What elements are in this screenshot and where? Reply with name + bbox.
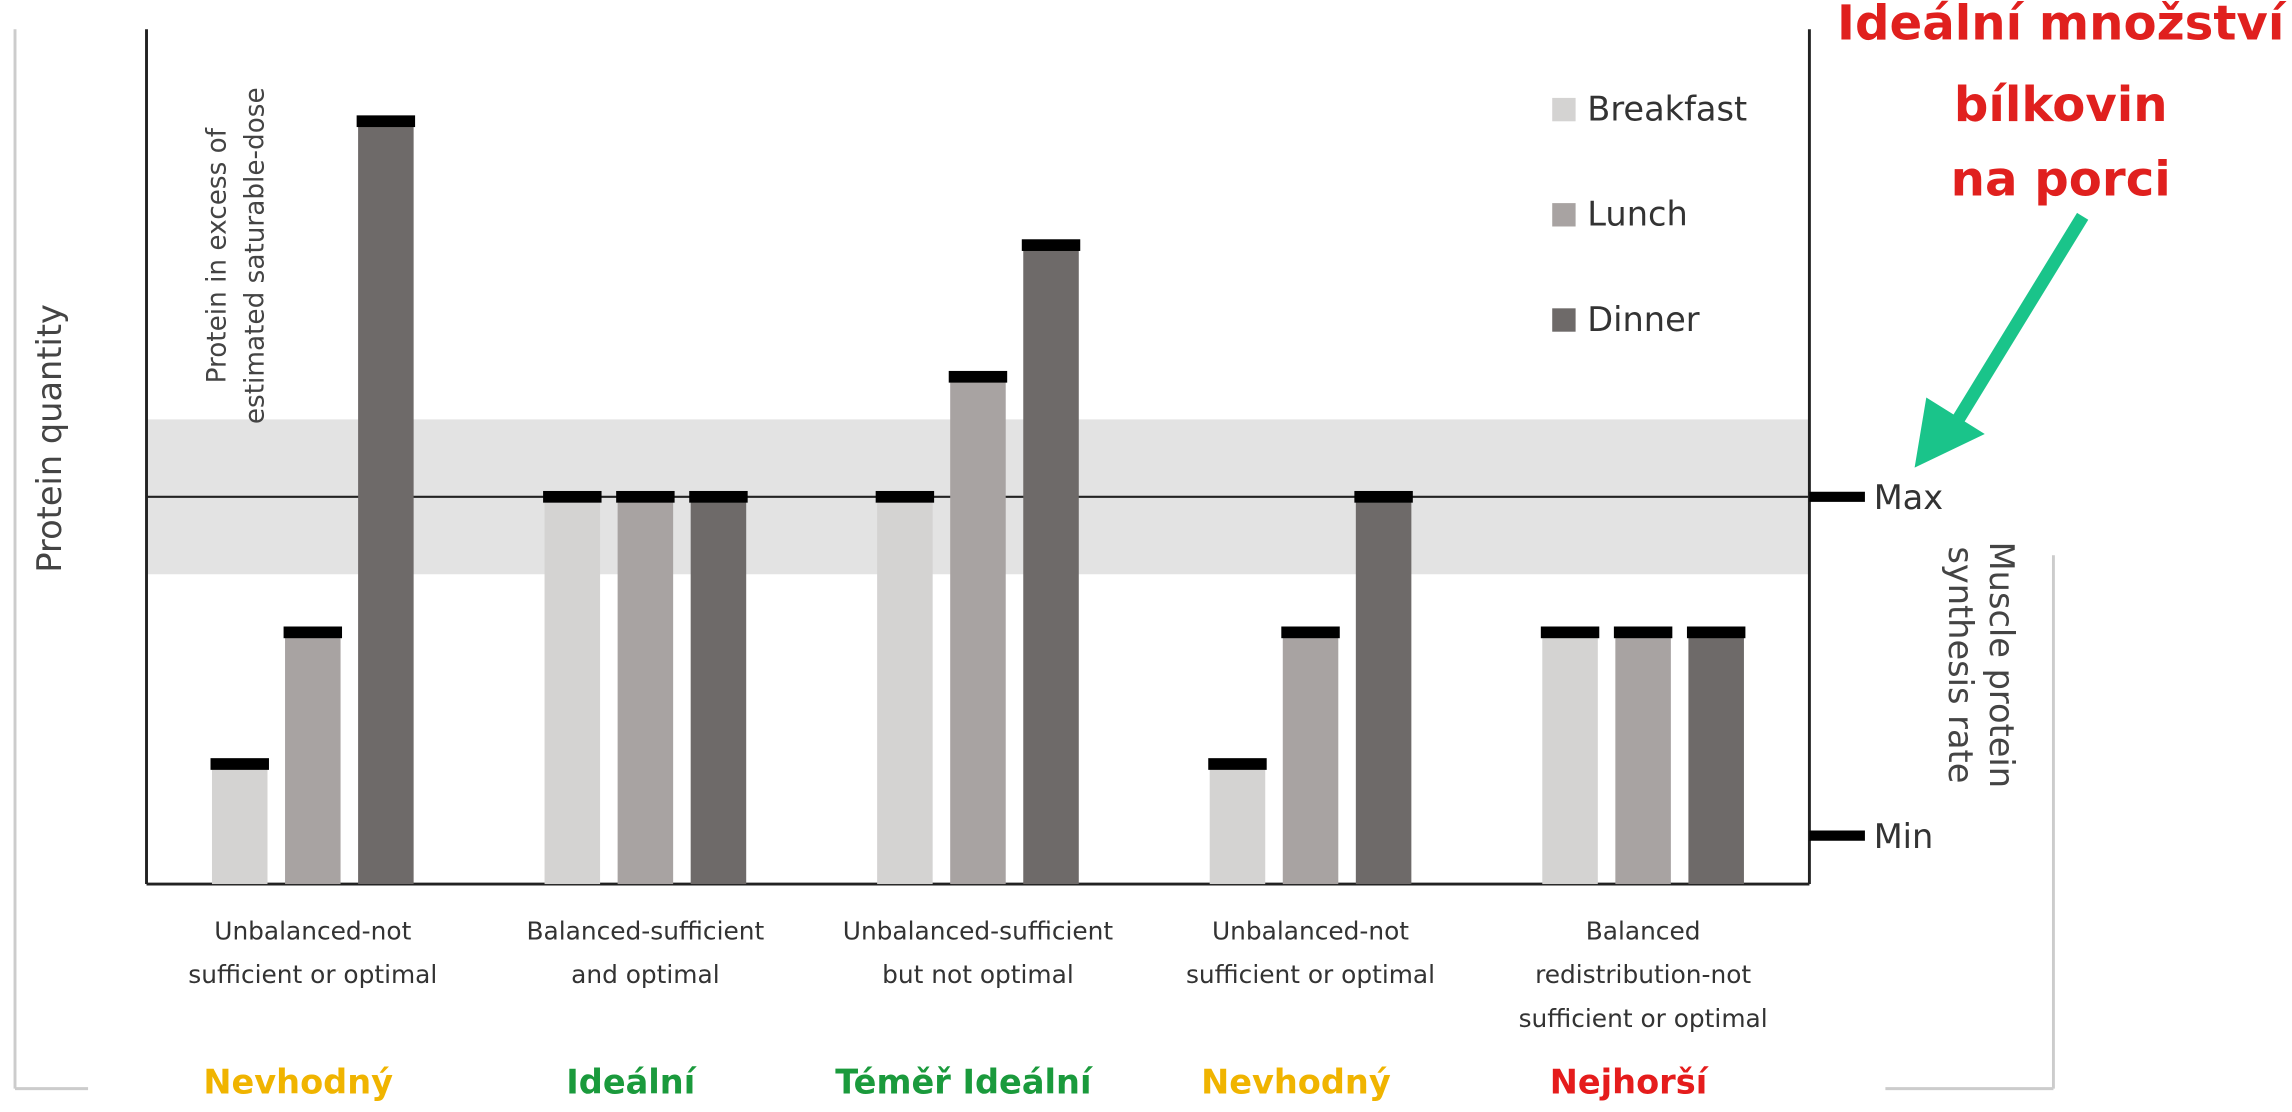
rating: Nevhodný — [1201, 1063, 1391, 1102]
bar — [1615, 632, 1671, 885]
rating: Téměř Ideální — [835, 1063, 1093, 1102]
bar — [877, 496, 933, 885]
bar-cap — [948, 370, 1008, 383]
callout-arrowhead — [1914, 397, 1985, 468]
bar-cap — [543, 490, 602, 503]
bar — [617, 496, 674, 885]
y2-label-line: synthesis rate — [1941, 546, 1980, 783]
callout-arrow — [1949, 212, 2089, 428]
bar-cap — [1686, 626, 1746, 639]
y2-tick-label: Min — [1874, 817, 1934, 856]
bar-cap — [1208, 758, 1267, 770]
bar-cap — [210, 758, 269, 770]
bar — [1542, 632, 1598, 885]
legend-label: Breakfast — [1587, 90, 1747, 129]
legend-swatch — [1552, 203, 1576, 227]
bar — [285, 632, 341, 885]
x-tick-label: and optimal — [571, 960, 719, 989]
callout-line: Ideální množství — [1837, 0, 2287, 51]
x-tick-label: but not optimal — [882, 960, 1074, 989]
bar — [1209, 764, 1266, 885]
bar-cap — [356, 115, 416, 128]
bar-cap — [1281, 626, 1340, 639]
bar — [544, 496, 601, 885]
bar — [1688, 632, 1744, 885]
bar — [1023, 245, 1079, 885]
x-tick-label: Unbalanced-not — [214, 916, 411, 945]
rating: Nejhorší — [1550, 1063, 1709, 1102]
legend-label: Lunch — [1587, 195, 1687, 234]
callout-line: na porci — [1951, 152, 2171, 208]
bar-cap — [875, 490, 935, 503]
bar — [211, 764, 268, 885]
x-tick-label: sufficient or optimal — [1519, 1004, 1768, 1033]
callout-line: bílkovin — [1954, 77, 2168, 133]
bar — [950, 376, 1006, 885]
bar — [358, 121, 414, 885]
x-tick-label: sufficient or optimal — [188, 960, 437, 989]
x-tick-label: Unbalanced-sufficient — [843, 916, 1114, 945]
bar-cap — [689, 490, 748, 503]
legend-swatch — [1552, 97, 1576, 122]
annotation-line: estimated saturable-dose — [241, 87, 271, 424]
x-tick-label: Unbalanced-not — [1212, 916, 1409, 945]
bar — [1355, 496, 1412, 885]
bar-cap — [283, 626, 343, 639]
x-tick-label: Balanced-sufficient — [527, 916, 765, 945]
x-tick-label: Balanced — [1586, 916, 1701, 945]
legend-label: Dinner — [1587, 300, 1699, 339]
bar-cap — [1354, 490, 1413, 503]
rating: Ideální — [566, 1063, 696, 1102]
x-tick-label: redistribution-not — [1535, 960, 1751, 989]
y-label: Protein quantity — [30, 304, 69, 573]
bar-cap — [1021, 239, 1081, 251]
y2-tick-label: Max — [1874, 478, 1943, 517]
annotation: Protein in excess of estimated saturable… — [203, 87, 271, 424]
y2-label-line: Muscle protein — [1982, 542, 2021, 788]
rating: Nevhodný — [203, 1063, 393, 1102]
x-tick-label: sufficient or optimal — [1186, 960, 1435, 989]
bar — [690, 496, 747, 885]
bar-cap — [616, 490, 675, 503]
bar — [1282, 632, 1339, 885]
annotation-line: Protein in excess of — [203, 127, 233, 383]
legend-swatch — [1552, 308, 1576, 332]
bar-cap — [1540, 626, 1600, 639]
y2-label: Muscle protein synthesis rate — [1941, 542, 2021, 788]
bar-cap — [1613, 626, 1673, 639]
